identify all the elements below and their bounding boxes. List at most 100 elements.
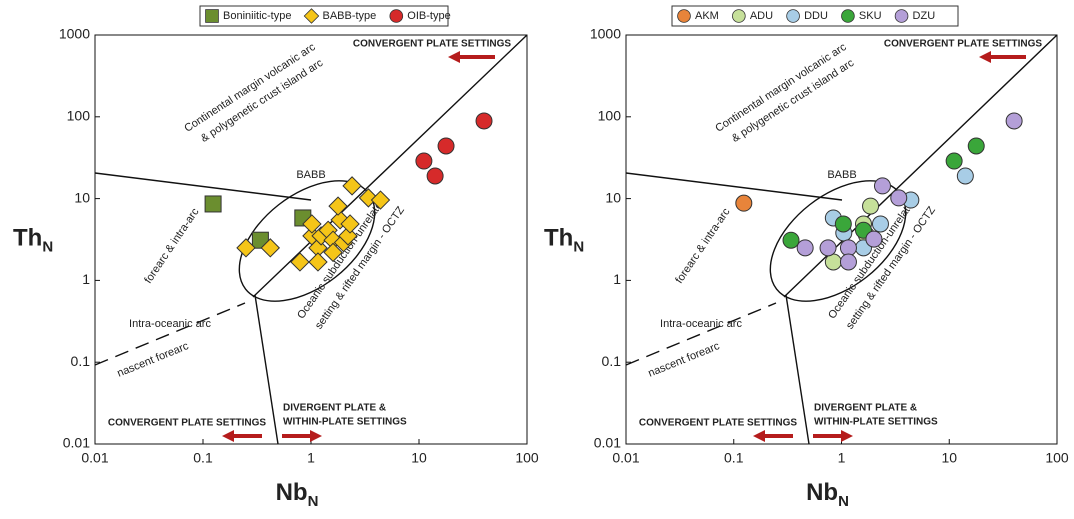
y-tick-label: 10: [605, 189, 621, 205]
field-boundary: [785, 294, 810, 445]
y-tick-label: 0.1: [602, 353, 622, 369]
legend-box: [199, 5, 449, 27]
arrow-head: [753, 430, 765, 442]
x-tick-label: 1: [838, 450, 846, 466]
point: [340, 214, 360, 234]
x-axis-label-sub: N: [838, 493, 849, 510]
point: [967, 137, 985, 155]
annotation: nascent forearc: [647, 340, 722, 380]
y-tick-label: 100: [67, 108, 91, 124]
point: [437, 137, 455, 155]
point: [260, 238, 281, 258]
arrow-head: [448, 51, 460, 63]
x-tick-label: 0.1: [193, 450, 213, 466]
point: [956, 167, 974, 185]
point: [871, 215, 889, 233]
annotation: WITHIN-PLATE SETTINGS: [814, 417, 938, 428]
legend-label: DDU: [804, 10, 828, 22]
point: [415, 152, 433, 170]
point: [819, 239, 837, 257]
field-boundary: [254, 294, 279, 445]
point: [890, 189, 908, 207]
point: [839, 239, 857, 257]
arrow-head: [979, 51, 991, 63]
y-tick-label: 100: [598, 108, 622, 124]
annotation: DIVERGENT PLATE &: [814, 403, 917, 414]
annotation: Intra-oceanic arc: [660, 318, 742, 330]
x-tick-label: 0.01: [612, 450, 639, 466]
y-tick-label: 10: [74, 189, 90, 205]
legend-symbol: [786, 9, 800, 23]
point: [342, 176, 362, 196]
point: [834, 215, 852, 233]
point: [865, 230, 883, 248]
point: [370, 190, 391, 210]
y-axis-label-sub: N: [42, 238, 53, 255]
legend-label: BABB-type: [322, 10, 376, 22]
arrow-head: [222, 430, 234, 442]
x-axis-label-text: Nb: [276, 479, 308, 506]
x-tick-label: 10: [411, 450, 427, 466]
point: [824, 253, 842, 271]
point: [862, 197, 880, 215]
annotation: nascent forearc: [116, 340, 191, 380]
arrow-head: [310, 430, 322, 442]
x-tick-label: 100: [515, 450, 539, 466]
x-tick-label: 0.1: [724, 450, 744, 466]
x-tick-label: 100: [1045, 450, 1069, 466]
legend-label: SKU: [859, 10, 882, 22]
y-axis-label-text: Th: [544, 225, 573, 252]
x-tick-label: 10: [941, 450, 957, 466]
legend-symbol: [205, 9, 219, 23]
annotation: BABB: [296, 169, 325, 181]
annotation: forearc & intra-arc: [142, 206, 201, 286]
y-tick-label: 0.01: [63, 435, 90, 451]
annotation: Continental margin volcanic arc: [713, 41, 849, 135]
point: [204, 195, 222, 213]
legend-label: Boniniitic-type: [223, 10, 291, 22]
legend-label: AKM: [695, 10, 719, 22]
y-tick-label: 1000: [59, 26, 90, 42]
point: [839, 253, 857, 271]
point: [945, 152, 963, 170]
legend-symbol: [389, 9, 404, 23]
y-tick-label: 1: [613, 271, 621, 287]
point: [426, 167, 444, 185]
legend-label: ADU: [750, 10, 773, 22]
annotation: CONVERGENT PLATE SETTINGS: [353, 39, 511, 50]
legend-symbol: [841, 9, 855, 23]
x-axis-label: NbN: [806, 479, 849, 510]
x-axis-label: NbN: [276, 479, 319, 510]
x-axis-label-text: Nb: [806, 479, 838, 506]
point: [338, 226, 358, 246]
annotation: DIVERGENT PLATE &: [283, 403, 386, 414]
y-tick-label: 0.01: [594, 435, 621, 451]
point: [308, 252, 328, 272]
annotation: BABB: [827, 169, 856, 181]
point: [1005, 112, 1023, 130]
field-boundary: [625, 172, 843, 201]
x-axis-label-sub: N: [308, 493, 319, 510]
legend-box: [671, 5, 959, 27]
legend-symbol: [732, 9, 746, 23]
legend-label: DZU: [913, 10, 936, 22]
y-axis-label: ThN: [544, 225, 584, 256]
x-tick-label: 0.01: [81, 450, 108, 466]
point: [236, 238, 256, 258]
point: [475, 112, 493, 130]
point: [782, 231, 800, 249]
legend-label: OIB-type: [407, 10, 450, 22]
point: [323, 242, 343, 263]
field-boundary: [94, 172, 312, 201]
arrow-head: [841, 430, 853, 442]
point: [873, 177, 891, 195]
annotation: forearc & intra-arc: [673, 206, 732, 286]
point: [735, 194, 753, 212]
point: [358, 188, 379, 208]
y-tick-label: 0.1: [71, 353, 91, 369]
legend-symbol: [303, 8, 320, 24]
x-tick-label: 1: [307, 450, 315, 466]
annotation: Continental margin volcanic arc: [182, 41, 318, 135]
annotation: CONVERGENT PLATE SETTINGS: [884, 39, 1042, 50]
